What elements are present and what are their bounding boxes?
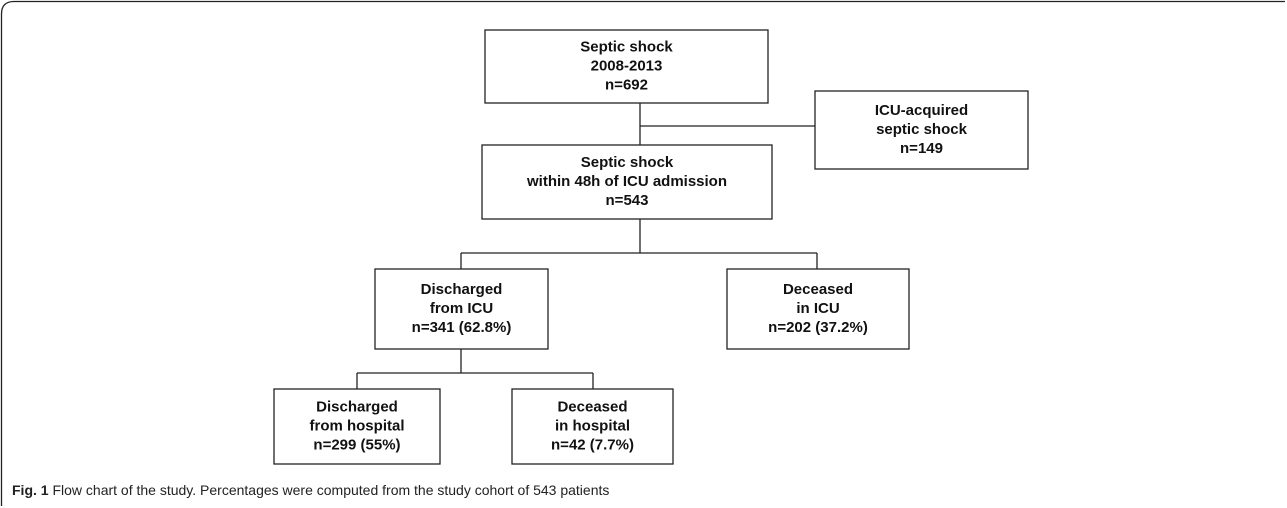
- node-box: Discharged from ICU n=341 (62.8%): [374, 268, 549, 350]
- box: [511, 388, 674, 465]
- node-line: n=149: [900, 140, 943, 157]
- node-line: Discharged: [316, 398, 398, 415]
- node-line: septic shock: [876, 121, 968, 138]
- node-line: n=202 (37.2%): [768, 319, 868, 336]
- node-line: n=42 (7.7%): [551, 436, 634, 453]
- box: [726, 268, 910, 350]
- node-line: n=543: [606, 192, 649, 209]
- node-line: Septic shock: [580, 38, 673, 55]
- node-box: Septic shock within 48h of ICU admission n…: [481, 144, 773, 220]
- node-line: within 48h of ICU admission: [526, 173, 727, 190]
- box: [481, 144, 773, 220]
- node-box: Septic shock 2008-2013 n=692: [484, 29, 769, 104]
- node-line: n=299 (55%): [313, 436, 400, 453]
- node-line: Deceased: [783, 281, 853, 298]
- node-line: n=692: [605, 76, 648, 93]
- caption-text: Flow chart of the study. Percentages wer…: [52, 482, 609, 498]
- node-box: ICU-acquired septic shock n=149: [814, 90, 1029, 170]
- node-box: Discharged from hospital n=299 (55%): [273, 388, 441, 465]
- node-box: Deceased in ICU n=202 (37.2%): [726, 268, 910, 350]
- node-line: n=341 (62.8%): [412, 319, 512, 336]
- box: [484, 29, 769, 104]
- connectors: [356, 103, 818, 389]
- node-line: from hospital: [309, 417, 404, 434]
- box: [273, 388, 441, 465]
- caption-label: Fig. 1: [12, 482, 49, 498]
- node-line: from ICU: [430, 300, 493, 317]
- box: [814, 90, 1029, 170]
- caption: Fig. 1 Flow chart of the study. Percenta…: [12, 482, 609, 498]
- node-box: Deceased in hospital n=42 (7.7%): [511, 388, 674, 465]
- node-line: Deceased: [557, 398, 627, 415]
- node-line: Septic shock: [581, 154, 674, 171]
- node-line: in hospital: [555, 417, 630, 434]
- box: [374, 268, 549, 350]
- node-line: Discharged: [421, 281, 503, 298]
- node-line: in ICU: [796, 300, 839, 317]
- node-line: 2008-2013: [591, 57, 663, 74]
- node-line: ICU-acquired: [875, 102, 968, 119]
